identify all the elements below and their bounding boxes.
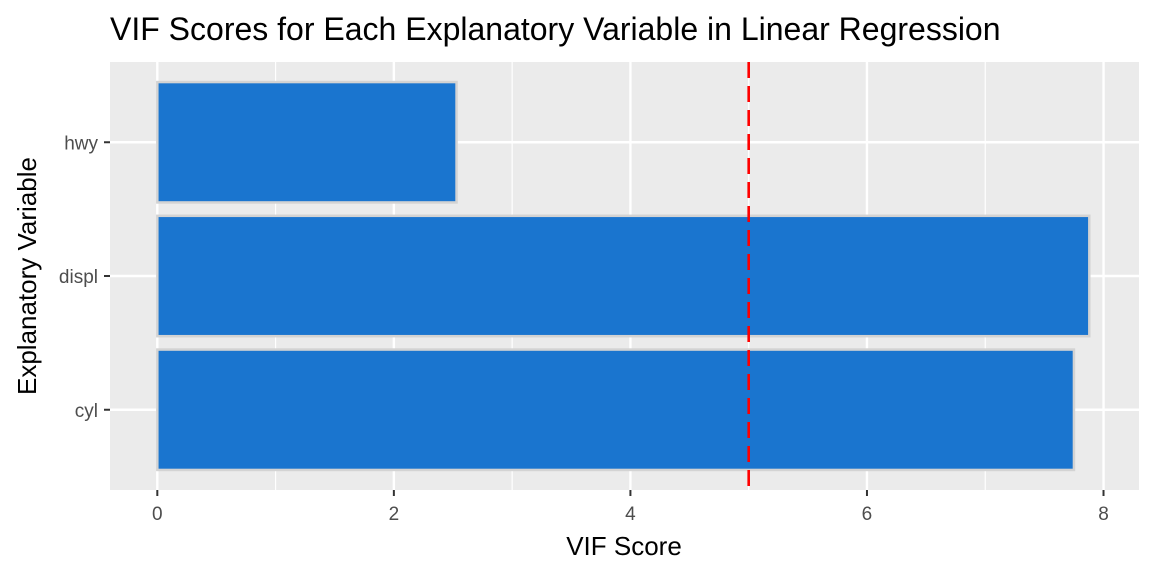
x-tick-label: 4 (625, 504, 636, 525)
bar-hwy (156, 80, 458, 204)
y-tick-label-hwy: hwy (64, 133, 98, 154)
x-tick-label: 8 (1098, 504, 1109, 525)
chart-title: VIF Scores for Each Explanatory Variable… (110, 11, 1001, 47)
axes: 0 2 4 6 8 cyl displ hwy (59, 133, 1109, 525)
y-axis-title: Explanatory Variable (12, 157, 42, 395)
x-tick-label: 6 (862, 504, 873, 525)
x-axis-title: VIF Score (566, 531, 682, 561)
bar-cyl (156, 348, 1076, 472)
y-tick-label-displ: displ (59, 267, 98, 288)
x-tick-label: 2 (389, 504, 400, 525)
x-tick-label: 0 (152, 504, 163, 525)
bar-displ (156, 214, 1091, 338)
y-tick-label-cyl: cyl (75, 401, 98, 422)
bars (156, 80, 1091, 472)
